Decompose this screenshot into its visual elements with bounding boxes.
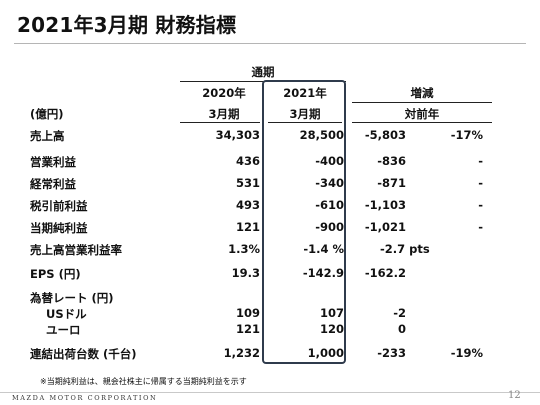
page-number: 12 [508,390,521,401]
row-label: 売上高営業利益率 [30,243,122,257]
value-change: -233 [377,346,406,360]
value-2020: 109 [235,306,260,320]
value-2020: 34,303 [215,128,260,142]
footnote: ※当期純利益は、親会社株主に帰属する当期純利益を示す [40,377,247,386]
value-2020: 436 [235,154,260,168]
value-change: -1,103 [364,198,406,212]
value-2021: 1,000 [307,346,344,360]
col-2020-period: 3月期 [208,107,240,121]
value-2021: 120 [319,322,344,336]
value-change-pct: - [478,220,483,234]
value-2021: -400 [315,154,344,168]
value-change-pct: - [478,154,483,168]
fx-section-label: 為替レート (円) [30,291,114,305]
header-rule [268,122,342,123]
change-group-header: 増減 [410,86,434,100]
row-label: ユーロ [46,323,81,337]
header-rule [180,122,260,123]
company-logo: MAZDA MOTOR CORPORATION [12,394,158,402]
period-group-header: 通期 [251,65,275,79]
value-change: -871 [377,176,406,190]
fy2021-highlight-box [262,80,346,364]
value-2021: 28,500 [299,128,344,142]
value-change: 0 [397,322,406,336]
page-title: 2021年3月期 財務指標 [17,13,237,37]
value-2021: -142.9 [302,266,344,280]
value-change-pct: -17% [450,128,483,142]
title-divider [14,43,526,44]
row-label: USドル [46,307,87,321]
value-2020: 1,232 [223,346,260,360]
value-change-pct: - [478,198,483,212]
value-2021: -1.4 % [303,242,344,256]
value-2020: 531 [235,176,260,190]
col-2020-year: 2020年 [202,86,246,100]
row-label: 当期純利益 [30,221,88,235]
value-change: -2 [393,306,406,320]
row-label: 税引前利益 [30,199,88,213]
value-2020: 493 [235,198,260,212]
value-change: -5,803 [364,128,406,142]
value-change-pct: - [478,176,483,190]
row-label: 連結出荷台数 (千台) [30,347,137,361]
unit-label: (億円) [30,107,64,121]
row-label: 営業利益 [30,155,76,169]
value-2020: 121 [235,322,260,336]
value-change: -2.7 pts [380,242,430,256]
row-label: EPS (円) [30,267,81,281]
col-2021-period: 3月期 [289,107,321,121]
header-rule [352,122,492,123]
value-change: -1,021 [364,220,406,234]
footer-divider [0,392,540,393]
value-2021: 107 [319,306,344,320]
value-2021: -900 [315,220,344,234]
value-2020: 19.3 [231,266,260,280]
value-change-pct: -19% [450,346,483,360]
value-change: -162.2 [364,266,406,280]
value-2020: 121 [235,220,260,234]
col-2021-year: 2021年 [283,86,327,100]
value-2020: 1.3% [228,242,260,256]
value-2021: -340 [315,176,344,190]
value-2021: -610 [315,198,344,212]
row-label: 経常利益 [30,177,76,191]
value-change: -836 [377,154,406,168]
change-sub-header: 対前年 [404,107,440,121]
header-rule [352,102,492,103]
row-label: 売上高 [30,129,65,143]
